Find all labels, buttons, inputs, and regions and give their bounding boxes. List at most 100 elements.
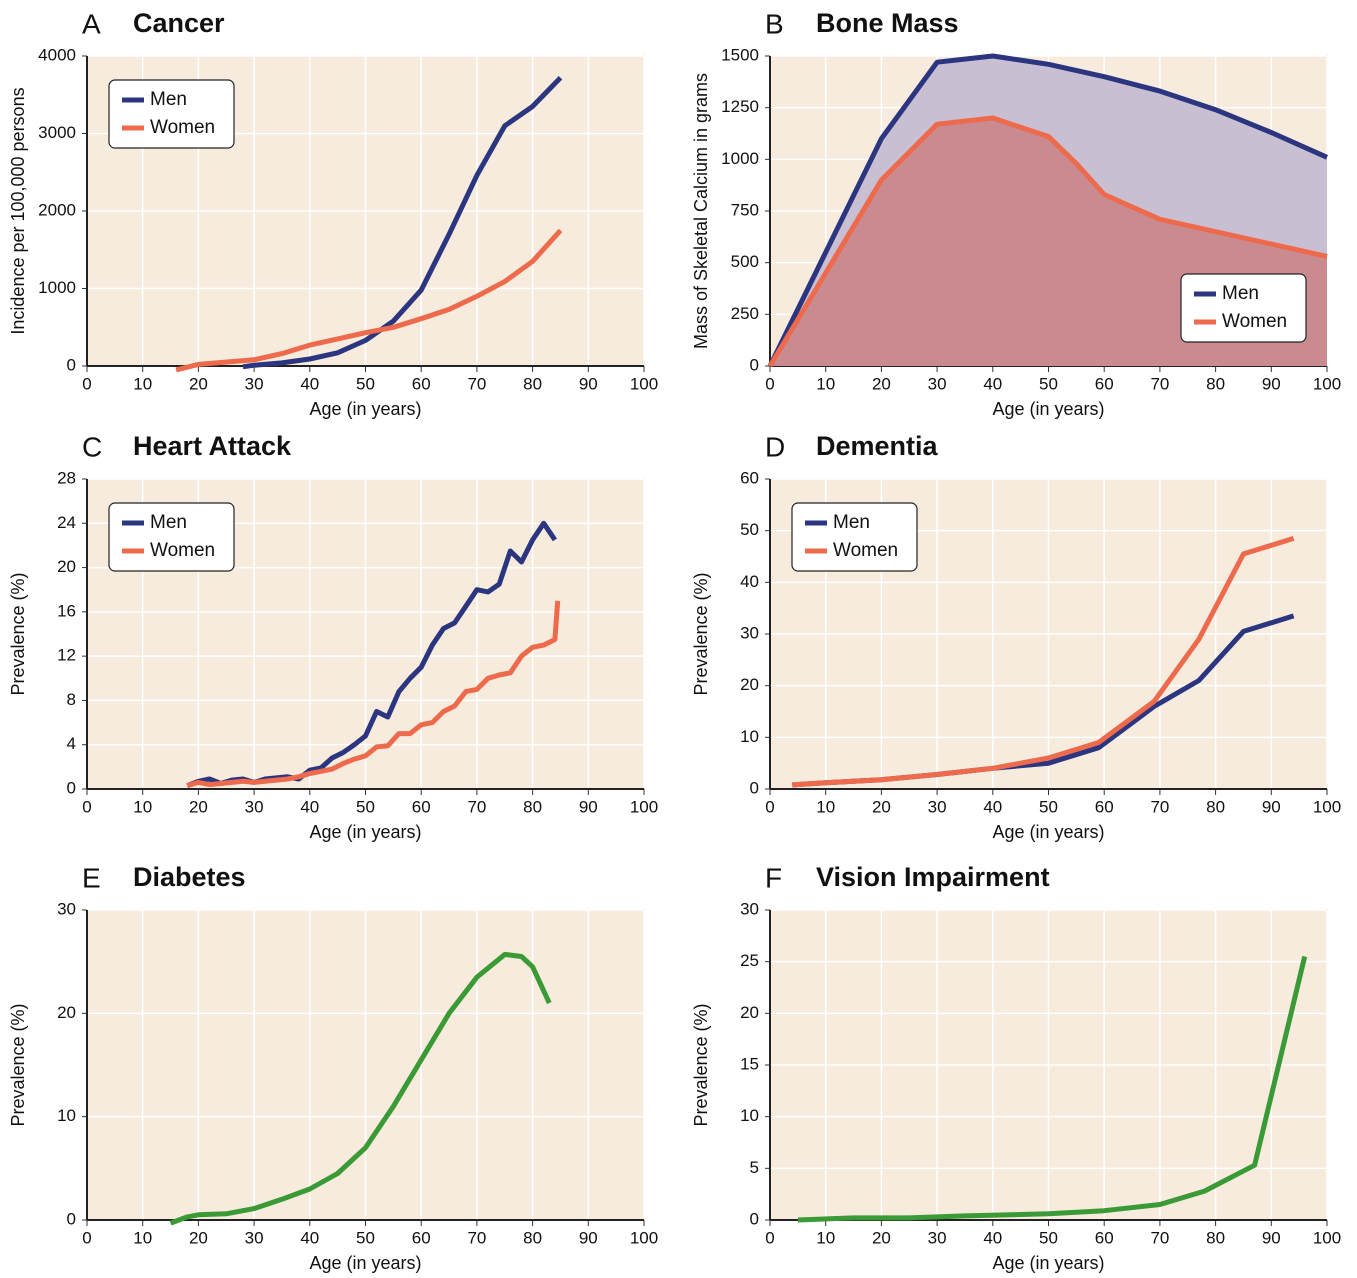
y-tick-label: 28: [57, 468, 76, 487]
x-tick-label: 0: [82, 797, 91, 816]
panel-letter: A: [82, 8, 101, 39]
x-tick-label: 60: [412, 797, 431, 816]
y-tick-label: 0: [67, 778, 76, 797]
legend-box: [1180, 273, 1307, 343]
panel-letter: B: [765, 8, 784, 39]
y-axis-label: Incidence per 100,000 persons: [8, 87, 28, 334]
x-tick-label: 10: [816, 1228, 835, 1247]
x-tick-label: 40: [983, 1228, 1002, 1247]
y-tick-label: 500: [731, 252, 759, 271]
y-tick-label: 12: [57, 646, 76, 665]
y-tick-label: 8: [67, 690, 76, 709]
x-tick-label: 30: [245, 1228, 264, 1247]
x-tick-label: 90: [1262, 797, 1281, 816]
x-tick-label: 30: [928, 374, 947, 393]
x-tick-label: 90: [1262, 374, 1281, 393]
y-tick-label: 30: [57, 899, 76, 918]
x-axis-label: Age (in years): [992, 1253, 1104, 1273]
x-axis-label: Age (in years): [309, 822, 421, 842]
x-tick-label: 40: [983, 374, 1002, 393]
x-tick-label: 10: [816, 797, 835, 816]
y-tick-label: 750: [731, 200, 759, 219]
x-tick-label: 10: [133, 1228, 152, 1247]
y-tick-label: 10: [740, 727, 759, 746]
y-tick-label: 0: [750, 1209, 759, 1228]
x-tick-label: 20: [872, 1228, 891, 1247]
y-tick-label: 3000: [38, 123, 76, 142]
x-tick-label: 0: [82, 374, 91, 393]
x-axis-label: Age (in years): [309, 1253, 421, 1273]
x-tick-label: 40: [300, 374, 319, 393]
x-tick-label: 50: [1039, 374, 1058, 393]
x-axis-label: Age (in years): [992, 822, 1104, 842]
x-tick-label: 50: [356, 1228, 375, 1247]
panel: 0 10 20 30 40 50 60 70 80 90 10001000200030004000A…: [8, 8, 658, 419]
legend-box: [108, 79, 235, 149]
y-tick-label: 15: [740, 1054, 759, 1073]
y-tick-label: 30: [740, 623, 759, 642]
chart-title: Cancer: [133, 8, 225, 38]
x-tick-label: 30: [928, 797, 947, 816]
y-tick-label: 25: [740, 951, 759, 970]
x-tick-label: 50: [1039, 1228, 1058, 1247]
x-tick-label: 40: [300, 1228, 319, 1247]
x-tick-label: 20: [189, 374, 208, 393]
y-tick-label: 5: [750, 1158, 759, 1177]
panel-letter: C: [82, 431, 102, 462]
y-axis-label: Prevalence (%): [8, 572, 28, 695]
y-tick-label: 1500: [721, 45, 759, 64]
line: [186, 600, 561, 789]
x-tick-label: 90: [579, 374, 598, 393]
line: [175, 228, 563, 373]
legend-box: [108, 502, 235, 572]
x-tick-label: 60: [412, 374, 431, 393]
legend-label: Women: [1222, 311, 1287, 332]
x-axis-label: Age (in years): [992, 399, 1104, 419]
x-tick-label: 10: [816, 374, 835, 393]
x-tick-label: 0: [765, 797, 774, 816]
x-tick-label: 60: [412, 1228, 431, 1247]
line: [242, 75, 563, 370]
y-tick-label: 20: [740, 675, 759, 694]
chart-title: Diabetes: [133, 862, 246, 892]
x-tick-label: 80: [523, 1228, 542, 1247]
x-tick-label: 0: [765, 1228, 774, 1247]
chart-title: Vision Impairment: [816, 862, 1050, 892]
line: [792, 536, 1295, 788]
line: [797, 955, 1308, 1223]
x-tick-label: 100: [1313, 374, 1341, 393]
y-axis-label: Prevalence (%): [691, 1003, 711, 1126]
panel: 0 10 20 30 40 50 60 70 80 90 100 0 5 10 15 20 25 30 F Visio…: [691, 862, 1341, 1273]
y-axis-label: Mass of Skeletal Calcium in grams: [691, 73, 711, 349]
x-tick-label: 30: [928, 1228, 947, 1247]
x-tick-label: 80: [1206, 797, 1225, 816]
y-tick-label: 20: [57, 557, 76, 576]
x-tick-label: 10: [133, 797, 152, 816]
x-tick-label: 50: [356, 374, 375, 393]
line: [767, 115, 1328, 368]
y-tick-label: 20: [57, 1003, 76, 1022]
panel: 0 10 20 30 40 50 60 70 80 90 100 0 10 20 30 E Diabetes Ag…: [8, 862, 658, 1273]
y-tick-label: 10: [57, 1106, 76, 1125]
y-tick-label: 4000: [38, 45, 76, 64]
x-tick-label: 90: [1262, 1228, 1281, 1247]
y-tick-label: 40: [740, 572, 759, 591]
y-tick-label: 1000: [38, 278, 76, 297]
y-axis-label: Prevalence (%): [8, 1003, 28, 1126]
y-tick-label: 20: [740, 1003, 759, 1022]
x-tick-label: 0: [82, 1228, 91, 1247]
y-tick-label: 0: [67, 355, 76, 374]
x-tick-label: 0: [765, 374, 774, 393]
line: [169, 951, 552, 1226]
x-tick-label: 70: [467, 797, 486, 816]
y-tick-label: 30: [740, 899, 759, 918]
chart-title: Heart Attack: [133, 431, 292, 461]
x-tick-label: 100: [630, 797, 658, 816]
x-tick-label: 50: [356, 797, 375, 816]
x-tick-label: 60: [1095, 797, 1114, 816]
x-tick-label: 10: [133, 374, 152, 393]
x-axis-label: Age (in years): [309, 399, 421, 419]
x-tick-label: 90: [579, 1228, 598, 1247]
y-tick-label: 4: [67, 734, 76, 753]
legend-label: Men: [833, 512, 870, 533]
